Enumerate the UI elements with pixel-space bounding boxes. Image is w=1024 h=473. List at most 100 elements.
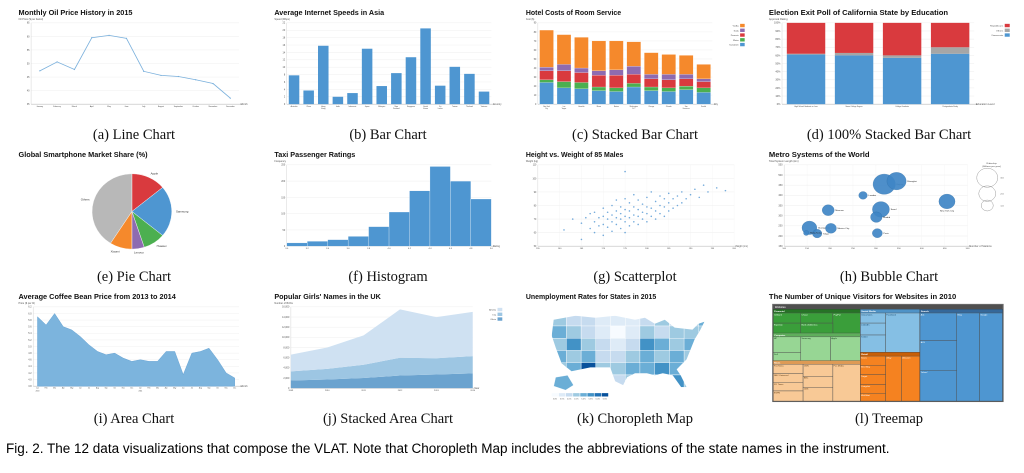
stack-segment xyxy=(679,89,694,105)
y-tick-label: 40 xyxy=(534,68,537,70)
bubble xyxy=(825,223,837,234)
scatter-point xyxy=(624,220,626,223)
cell-label: Samsung xyxy=(802,338,812,340)
x-tick-label: May xyxy=(107,106,111,108)
x-tick-label: D.C. xyxy=(632,108,636,110)
y-tick-label: 50 xyxy=(534,246,537,248)
y-tick-label: 6.2 xyxy=(28,307,32,309)
state-cell xyxy=(654,350,670,363)
stack-segment xyxy=(661,87,676,92)
group-label: Financial xyxy=(774,311,785,313)
data-point xyxy=(212,82,214,85)
y-tick-label: 60 xyxy=(534,50,537,52)
stack-segment xyxy=(609,40,624,70)
slice-label: Apple xyxy=(151,172,159,176)
state-cell xyxy=(610,350,626,363)
scatter-point xyxy=(606,211,609,214)
y-tick-label: 350 xyxy=(778,204,783,207)
state-cell xyxy=(669,374,685,388)
cell-label: Craigslist xyxy=(861,385,870,388)
hist-bar xyxy=(286,242,308,247)
x-tick-label: Hong xyxy=(321,106,325,108)
y-tick-label: 50 xyxy=(534,59,537,61)
scatter-point xyxy=(637,215,639,218)
panel-l-treemap: The Number of Unique Visitors for Websit… xyxy=(758,290,1020,432)
x-tick-label: Aug xyxy=(199,387,202,390)
stack-segment xyxy=(609,87,624,92)
x-tick-label: Washington xyxy=(630,105,638,108)
y-tick-label: 90% xyxy=(775,30,781,33)
stack-segment xyxy=(786,22,826,54)
y-tick-label: 8 xyxy=(284,75,286,77)
x-tick-label: 2014 xyxy=(470,390,475,392)
state-cell xyxy=(580,325,597,339)
scatter-point xyxy=(663,215,666,218)
state-cell xyxy=(669,315,685,327)
cell-label: Bank of America xyxy=(802,324,819,327)
scatter-point xyxy=(615,199,618,201)
x-tick-label: 190 xyxy=(689,248,693,250)
y-tick-label: 0% xyxy=(777,103,782,106)
scatter-point xyxy=(654,218,657,220)
x-tick-label: 2013 xyxy=(434,390,439,392)
y-tick-label: 80% xyxy=(775,38,781,41)
group-header xyxy=(773,360,861,365)
cell-label: Facebook xyxy=(886,314,897,316)
legend-size-label: 2.0 xyxy=(1000,193,1004,195)
x-tick-label: 4.4 xyxy=(428,248,432,250)
legend-label: Isla xyxy=(493,314,497,316)
stack-segment xyxy=(834,55,874,105)
state-cell xyxy=(654,325,670,339)
cell-label: CNN xyxy=(804,366,809,368)
state-cell xyxy=(639,350,655,363)
scatter-point xyxy=(602,215,605,218)
stack-segment xyxy=(609,75,624,88)
x-tick-label: Jun xyxy=(182,388,185,390)
stack-segment xyxy=(539,70,554,80)
x-tick-label: 170 xyxy=(602,248,606,250)
hist-bar xyxy=(450,180,472,247)
scatter-point xyxy=(580,222,583,224)
x-tick-label: High School Graduate or Less xyxy=(794,105,817,108)
state-cell xyxy=(580,338,597,351)
stack-segment xyxy=(626,74,641,84)
treemap-cell xyxy=(919,312,957,341)
x-tick-label: 100 xyxy=(782,248,787,250)
slice-label: Xiaomi xyxy=(111,249,120,253)
scatter-point xyxy=(606,226,609,229)
panel-caption-k: (k) Choropleth Map xyxy=(577,411,693,427)
y-tick-label: 400 xyxy=(778,194,783,197)
data-point xyxy=(125,37,128,39)
legend-swatch xyxy=(740,28,745,32)
state-cell xyxy=(714,375,729,387)
y-tick-label: 450 xyxy=(778,184,783,187)
stack-segment xyxy=(591,70,606,76)
chart-title: Election Exit Poll of California State b… xyxy=(769,8,948,17)
scatter-point xyxy=(624,231,626,234)
state-cell xyxy=(625,338,641,351)
x-tick-label: May xyxy=(173,388,176,390)
y-tick-label: 250 xyxy=(778,225,783,228)
x-tick-label: Aug xyxy=(96,387,99,390)
scatter-point xyxy=(602,223,605,226)
stack-segment xyxy=(679,74,694,79)
panel-caption-h: (h) Bubble Chart xyxy=(839,269,939,285)
area-chart: Average Coffee Bean Price from 2013 to 2… xyxy=(19,293,249,392)
stack-segment xyxy=(644,74,659,79)
legend-circle xyxy=(976,168,998,188)
y-tick-label: 8,000 xyxy=(283,347,290,349)
y-tick-label: 110 xyxy=(533,165,537,167)
hist-bar xyxy=(368,226,390,247)
y-axis-label: Cost ($) xyxy=(526,18,535,21)
state-cell xyxy=(610,338,626,351)
y-tick-label: 10,000 xyxy=(282,337,290,339)
pie-slice xyxy=(91,173,133,244)
chart-title: Unemployment Rates for States in 2015 xyxy=(526,294,656,301)
state-cell xyxy=(698,362,705,376)
x-tick-label: Jan xyxy=(36,388,39,390)
state-cell xyxy=(595,315,611,327)
stack-segment xyxy=(591,90,606,105)
panel-caption-b: (b) Bar Chart xyxy=(349,127,427,143)
stacked-bar-100-chart: Election Exit Poll of California State b… xyxy=(769,8,1010,108)
stack-segment xyxy=(834,52,874,56)
